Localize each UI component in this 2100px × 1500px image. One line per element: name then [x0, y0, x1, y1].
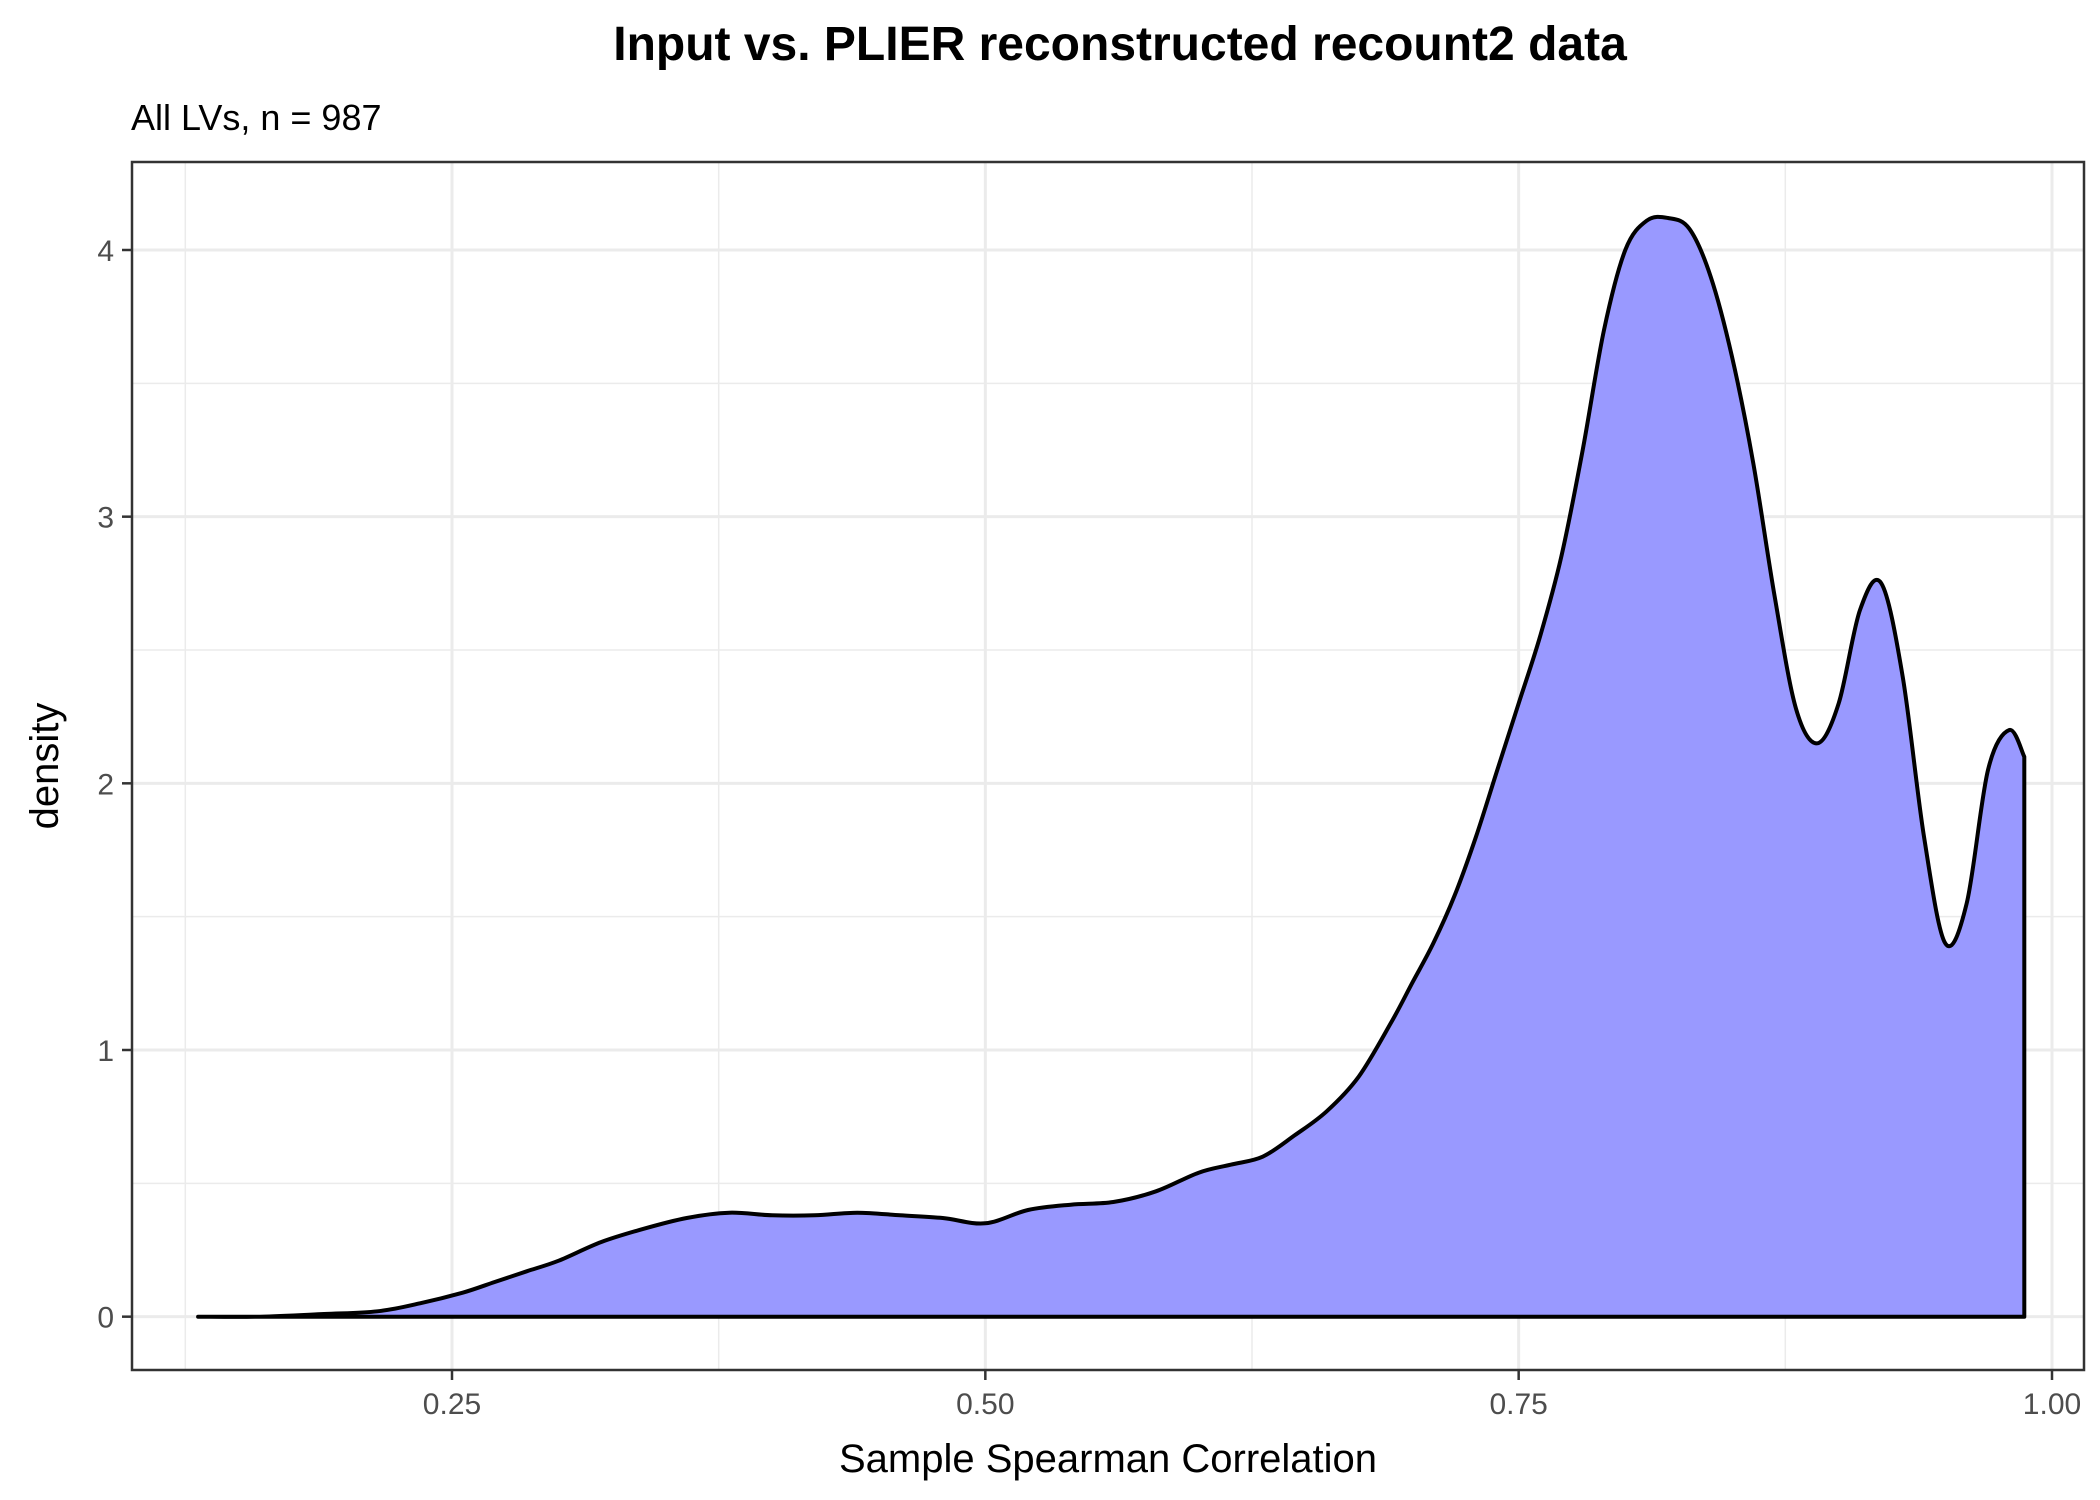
plot-panel	[130, 160, 2086, 1372]
x-tick-label: 0.25	[423, 1388, 481, 1421]
y-axis-title: density	[23, 703, 67, 830]
chart-subtitle: All LVs, n = 987	[131, 97, 382, 138]
density-curve	[196, 214, 2027, 1319]
y-tick-label: 3	[97, 502, 114, 535]
y-axis: 0 1 2 3 4	[97, 235, 132, 1335]
panel-border	[130, 160, 2086, 1372]
x-tick-label: 1.00	[2023, 1388, 2081, 1421]
y-tick-label: 4	[97, 235, 114, 268]
x-tick-label: 0.75	[1489, 1388, 1547, 1421]
density-area	[198, 216, 2025, 1317]
x-axis: 0.25 0.50 0.75 1.00	[423, 1370, 2081, 1421]
y-tick-label: 2	[97, 768, 114, 801]
y-tick-label: 0	[97, 1302, 114, 1335]
x-tick-label: 0.50	[956, 1388, 1014, 1421]
x-axis-title: Sample Spearman Correlation	[839, 1437, 1377, 1481]
chart-title: Input vs. PLIER reconstructed recount2 d…	[613, 18, 1627, 71]
y-tick-label: 1	[97, 1035, 114, 1068]
